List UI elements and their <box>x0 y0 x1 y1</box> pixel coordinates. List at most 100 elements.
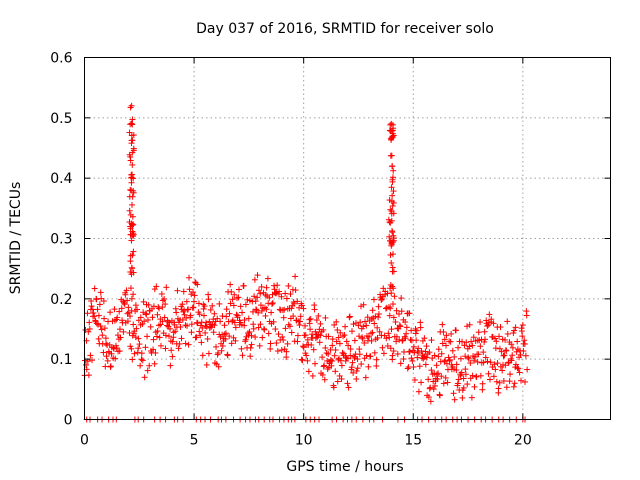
data-point <box>330 384 337 391</box>
data-point <box>134 306 141 313</box>
data-point <box>423 343 430 350</box>
data-point <box>140 309 147 316</box>
x-tick-label: 20 <box>514 433 532 449</box>
data-point <box>179 316 186 323</box>
data-point <box>244 296 251 303</box>
data-point <box>389 202 396 209</box>
data-point <box>222 330 229 337</box>
data-point <box>127 313 134 320</box>
data-point <box>393 338 400 345</box>
data-point <box>256 342 263 349</box>
data-point <box>499 367 506 374</box>
y-tick-label: 0.6 <box>50 51 72 67</box>
data-point <box>477 372 484 379</box>
data-point <box>319 371 326 378</box>
data-point <box>494 360 501 367</box>
data-point <box>242 338 249 345</box>
data-point <box>417 319 424 326</box>
data-point <box>471 383 478 390</box>
data-point <box>300 305 307 312</box>
data-point <box>193 334 200 341</box>
data-point <box>204 335 211 342</box>
data-point <box>484 323 491 330</box>
data-point <box>206 325 213 332</box>
data-point <box>102 335 109 342</box>
data-point <box>345 342 352 349</box>
data-point <box>380 350 387 357</box>
data-point <box>181 311 188 318</box>
data-point <box>463 339 470 346</box>
data-point <box>252 306 259 313</box>
data-point <box>397 323 404 330</box>
data-point <box>317 320 324 327</box>
data-point <box>205 296 212 303</box>
data-point <box>386 219 393 226</box>
data-point <box>356 333 363 340</box>
data-point <box>250 321 257 328</box>
data-point <box>128 140 135 147</box>
data-point <box>224 352 231 359</box>
data-point <box>386 312 393 319</box>
data-point <box>149 314 156 321</box>
data-point <box>450 390 457 397</box>
data-point <box>428 367 435 374</box>
data-point <box>415 345 422 352</box>
data-point <box>473 373 480 380</box>
data-point <box>334 378 341 385</box>
data-point <box>139 357 146 364</box>
data-point <box>135 345 142 352</box>
data-point <box>263 284 270 291</box>
data-point <box>311 306 318 313</box>
data-point <box>282 290 289 297</box>
data-point <box>88 298 95 305</box>
data-point <box>410 343 417 350</box>
data-point <box>226 333 233 340</box>
data-point <box>273 340 280 347</box>
data-point <box>496 379 503 386</box>
data-point <box>503 347 510 354</box>
data-point <box>144 316 151 323</box>
data-point <box>222 336 229 343</box>
data-point <box>443 342 450 349</box>
data-point <box>307 326 314 333</box>
data-point <box>425 376 432 383</box>
data-point <box>310 346 317 353</box>
data-point <box>110 345 117 352</box>
data-point <box>186 286 193 293</box>
data-point <box>436 392 443 399</box>
data-point <box>100 349 107 356</box>
data-point <box>279 333 286 340</box>
data-point <box>116 308 123 315</box>
data-point <box>172 328 179 335</box>
data-point <box>128 295 135 302</box>
data-point <box>183 298 190 305</box>
data-point <box>312 335 319 342</box>
data-point <box>451 396 458 403</box>
data-point <box>403 330 410 337</box>
data-point <box>242 336 249 343</box>
data-point <box>477 319 484 326</box>
data-point <box>371 320 378 327</box>
data-point <box>291 300 298 307</box>
data-point <box>373 362 380 369</box>
data-point <box>466 321 473 328</box>
data-point <box>440 328 447 335</box>
data-point <box>458 369 465 376</box>
data-point <box>247 344 254 351</box>
data-point <box>108 350 115 357</box>
data-point <box>283 295 290 302</box>
data-point <box>209 302 216 309</box>
data-point <box>325 333 332 340</box>
data-point <box>517 351 524 358</box>
data-point <box>258 283 265 290</box>
data-point <box>388 184 395 191</box>
data-point <box>111 317 118 324</box>
data-point <box>335 334 342 341</box>
data-point <box>349 359 356 366</box>
data-point <box>409 357 416 364</box>
data-point <box>474 359 481 366</box>
data-point <box>449 347 456 354</box>
data-point <box>332 368 339 375</box>
data-point <box>317 332 324 339</box>
